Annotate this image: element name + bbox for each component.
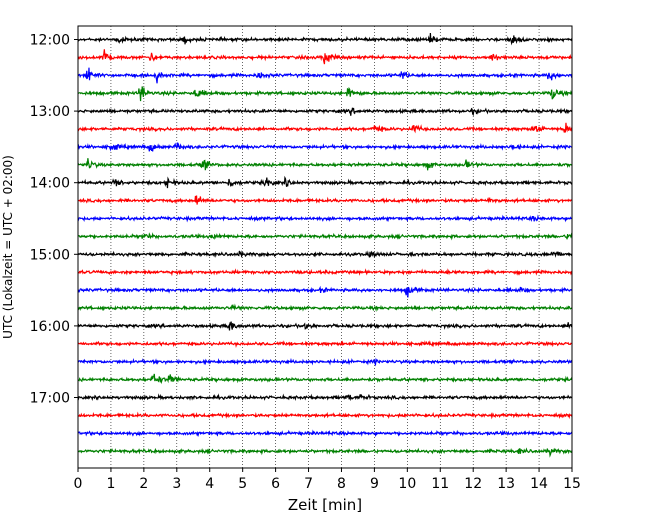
- y-tick-label-1500: 15:00: [30, 247, 70, 263]
- x-tick-label-14: 14: [530, 476, 548, 492]
- trace-1445: [77, 232, 573, 241]
- x-tick-label-11: 11: [431, 476, 449, 492]
- x-axis-label: Zeit [min]: [288, 496, 362, 514]
- x-tick-label-12: 12: [464, 476, 482, 492]
- x-tick-label-10: 10: [398, 476, 416, 492]
- trace-1645: [77, 373, 573, 385]
- seismogram-traces: [77, 33, 573, 458]
- x-tick-label-6: 6: [271, 476, 280, 492]
- x-tick-label-1: 1: [106, 476, 115, 492]
- x-tick-label-15: 15: [563, 476, 581, 492]
- y-tick-label-1200: 12:00: [30, 33, 70, 49]
- trace-1715: [77, 411, 573, 420]
- plot-frame: [77, 25, 573, 469]
- trace-1745: [77, 447, 573, 458]
- trace-1545: [77, 303, 573, 313]
- trace-1315: [77, 122, 573, 134]
- y-tick-label-1300: 13:00: [30, 104, 70, 120]
- trace-1245: [77, 86, 573, 102]
- trace-1515: [77, 268, 573, 277]
- trace-1215: [77, 49, 573, 65]
- trace-1230: [77, 67, 573, 84]
- trace-1200: [77, 33, 573, 46]
- x-tick-label-2: 2: [139, 476, 148, 492]
- trace-1500: [77, 250, 573, 259]
- trace-1400: [77, 175, 573, 189]
- trace-1530: [77, 285, 573, 298]
- y-tick-label-1400: 14:00: [30, 176, 70, 192]
- y-tick-label-1700: 17:00: [30, 391, 70, 407]
- trace-1430: [77, 214, 573, 223]
- trace-1730: [77, 429, 573, 438]
- x-tick-label-7: 7: [304, 476, 313, 492]
- trace-1345: [77, 158, 573, 171]
- x-tick-label-5: 5: [238, 476, 247, 492]
- trace-1615: [77, 339, 573, 348]
- x-tick-label-3: 3: [172, 476, 181, 492]
- x-tick-label-9: 9: [370, 476, 379, 492]
- y-axis-ticks: 12:00 13:00 14:00 15:00 16:00 17:00: [30, 33, 78, 407]
- trace-1330: [77, 142, 573, 152]
- trace-1415: [77, 195, 573, 205]
- trace-1600: [77, 321, 573, 331]
- trace-1630: [77, 357, 573, 367]
- x-tick-label-0: 0: [74, 476, 83, 492]
- x-axis-ticks: 0 1 2 3 4 5 6 7 8 9 10 11 12 13 14 15: [74, 468, 581, 492]
- x-tick-label-8: 8: [337, 476, 346, 492]
- y-tick-label-1600: 16:00: [30, 319, 70, 335]
- y-axis-label: UTC (Lokalzeit = UTC + 02:00): [1, 155, 15, 339]
- x-tick-label-13: 13: [497, 476, 515, 492]
- x-tick-label-4: 4: [205, 476, 214, 492]
- trace-1300: [77, 107, 573, 117]
- trace-1700: [77, 393, 573, 402]
